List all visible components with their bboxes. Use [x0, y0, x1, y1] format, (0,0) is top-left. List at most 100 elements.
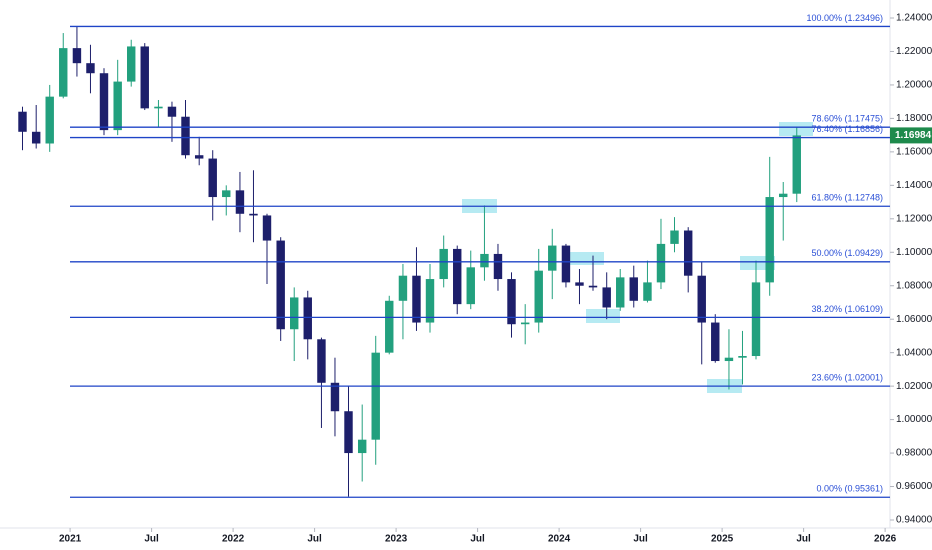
candle-body	[59, 48, 68, 97]
candle-body	[520, 322, 530, 325]
x-tick-label: Jul	[470, 534, 485, 545]
fib-label: 50.00% (1.09429)	[811, 248, 883, 258]
candle-body	[779, 193, 788, 198]
candle-body	[466, 267, 475, 305]
candle-body	[235, 190, 245, 214]
x-tick-label: Jul	[307, 534, 322, 545]
candle-body	[561, 245, 571, 283]
candle-body	[290, 297, 299, 330]
x-tick-label: 2021	[59, 534, 82, 545]
y-tick-label: 1.24000	[896, 13, 932, 24]
candle-body	[711, 322, 720, 362]
fib-label: 76.40% (1.16856)	[811, 124, 883, 134]
x-tick-label: Jul	[633, 534, 648, 545]
candles	[18, 26, 801, 497]
candle-body	[344, 411, 353, 454]
candle-body	[317, 339, 326, 383]
candle-body	[507, 279, 516, 325]
highlight-box	[570, 252, 604, 265]
candle-body	[18, 111, 27, 132]
candle-body	[222, 190, 231, 198]
x-tick-label: Jul	[796, 534, 811, 545]
candle-body	[31, 131, 41, 144]
x-tick-label: 2023	[385, 534, 408, 545]
candle-body	[602, 287, 611, 308]
y-tick-label: 1.20000	[896, 80, 932, 91]
x-tick-label: 2025	[711, 534, 734, 545]
candle-body	[765, 197, 774, 283]
y-tick-label: 1.18000	[896, 113, 932, 124]
candle-body	[697, 275, 706, 323]
candle-body	[303, 297, 312, 340]
candle-body	[194, 155, 204, 159]
highlight-box	[586, 309, 620, 323]
last-price-box	[890, 127, 932, 144]
highlights	[462, 122, 813, 393]
highlight-box	[779, 122, 813, 136]
candle-body	[588, 285, 598, 288]
candle-body	[493, 253, 503, 280]
y-tick-label: 1.10000	[896, 247, 932, 258]
candle-body	[792, 135, 801, 194]
y-tick-label: 1.00000	[896, 414, 932, 425]
y-tick-label: 1.06000	[896, 314, 932, 325]
candle-body	[167, 106, 177, 117]
x-tick-label: 2022	[222, 534, 245, 545]
y-tick-label: 0.98000	[896, 448, 932, 459]
candle-body	[683, 230, 693, 276]
candle-body	[276, 240, 285, 330]
candle-body	[575, 282, 584, 286]
fib-label: 61.80% (1.12748)	[811, 193, 883, 203]
candle-body	[72, 48, 82, 64]
candle-body	[751, 282, 761, 357]
y-tick-label: 1.02000	[896, 381, 932, 392]
x-tick-label: 2026	[874, 534, 897, 545]
y-tick-label: 0.96000	[896, 481, 932, 492]
candle-body	[154, 106, 163, 109]
candle-body	[249, 213, 258, 216]
candle-body	[140, 46, 149, 109]
y-tick-label: 0.94000	[896, 515, 932, 526]
candle-body	[385, 300, 394, 353]
candle-body	[86, 63, 95, 74]
candle-body	[127, 46, 136, 82]
candle-body	[548, 245, 557, 271]
fib-label: 78.60% (1.17475)	[811, 114, 883, 124]
candle-body	[425, 279, 435, 323]
x-tick-label: 2024	[548, 534, 571, 545]
candle-body	[670, 230, 679, 244]
candle-body	[738, 356, 747, 358]
candle-body	[656, 243, 666, 283]
fib-label: 23.60% (1.02001)	[811, 372, 883, 382]
y-tick-label: 1.22000	[896, 46, 932, 57]
candle-body	[262, 215, 272, 241]
candle-body	[412, 275, 421, 323]
y-tick-label: 1.04000	[896, 347, 932, 358]
candle-body	[439, 248, 448, 280]
y-tick-label: 1.16000	[896, 147, 932, 158]
candle-body	[113, 81, 122, 131]
last-price-label: 1.16984	[895, 130, 932, 141]
candle-body	[724, 357, 734, 362]
candle-body	[453, 248, 462, 305]
candle-body	[534, 270, 543, 323]
candle-body	[398, 275, 408, 301]
fib-label: 38.20% (1.06109)	[811, 304, 883, 314]
candle-body	[181, 116, 190, 156]
y-tick-label: 1.14000	[896, 180, 932, 191]
fib-label: 100.00% (1.23496)	[806, 13, 883, 23]
candle-body	[99, 73, 109, 131]
candle-body	[629, 277, 638, 301]
candle-body	[208, 158, 217, 198]
candle-body	[371, 352, 380, 440]
y-tick-label: 1.12000	[896, 213, 932, 224]
candle-body	[45, 96, 54, 144]
candle-body	[480, 253, 489, 268]
fib-label: 0.00% (0.95361)	[816, 484, 883, 494]
candle-body	[616, 277, 625, 308]
candle-body	[330, 382, 340, 412]
y-tick-label: 1.08000	[896, 280, 932, 291]
candle-body	[357, 439, 367, 454]
candle-body	[643, 282, 652, 301]
